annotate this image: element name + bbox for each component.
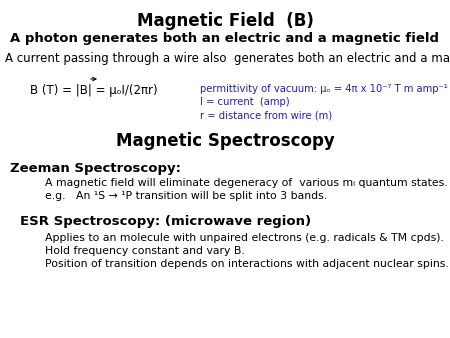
Text: Hold frequency constant and vary B.: Hold frequency constant and vary B.	[45, 246, 245, 256]
Text: ESR Spectroscopy: (microwave region): ESR Spectroscopy: (microwave region)	[20, 215, 311, 228]
Text: A magnetic field will eliminate degeneracy of  various mₗ quantum states.: A magnetic field will eliminate degenera…	[45, 178, 448, 188]
Text: A current passing through a wire also  generates both an electric and a magnetic: A current passing through a wire also ge…	[5, 52, 450, 65]
Text: A photon generates both an electric and a magnetic field: A photon generates both an electric and …	[10, 32, 440, 45]
Text: permittivity of vacuum: μₒ = 4π x 10⁻⁷ T m amp⁻¹: permittivity of vacuum: μₒ = 4π x 10⁻⁷ T…	[200, 84, 448, 94]
Text: B (T) = |B| = μₒI/(2πr): B (T) = |B| = μₒI/(2πr)	[30, 84, 158, 97]
Text: Applies to an molecule with unpaired electrons (e.g. radicals & TM cpds).: Applies to an molecule with unpaired ele…	[45, 233, 444, 243]
Text: Magnetic Spectroscopy: Magnetic Spectroscopy	[116, 132, 334, 150]
Text: r = distance from wire (m): r = distance from wire (m)	[200, 110, 332, 120]
Text: Magnetic Field  (B): Magnetic Field (B)	[136, 12, 314, 30]
Text: I = current  (amp): I = current (amp)	[200, 97, 290, 107]
Text: Zeeman Spectroscopy:: Zeeman Spectroscopy:	[10, 162, 181, 175]
Text: e.g.   An ¹S → ¹P transition will be split into 3 bands.: e.g. An ¹S → ¹P transition will be split…	[45, 191, 327, 201]
Text: Position of transition depends on interactions with adjacent nuclear spins.: Position of transition depends on intera…	[45, 259, 449, 269]
